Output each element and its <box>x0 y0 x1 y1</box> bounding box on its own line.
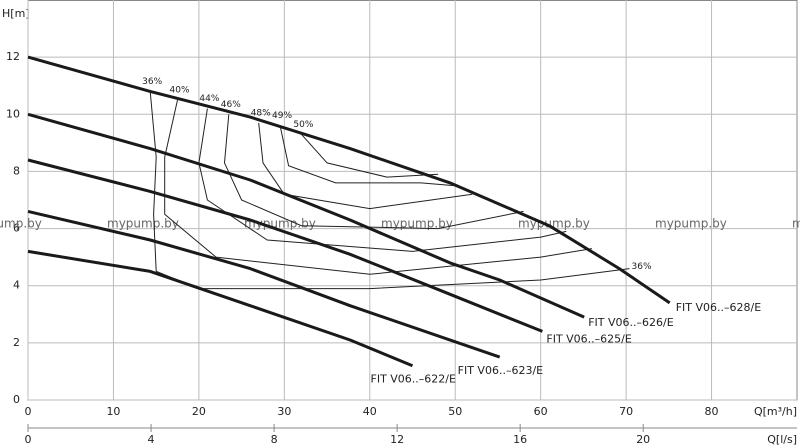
efficiency-line <box>223 114 524 230</box>
pump-curve <box>27 209 501 359</box>
x2-tick-label: 8 <box>271 433 278 446</box>
y-tick-label: 6 <box>13 222 20 235</box>
curve-label: FIT V06..–626/E <box>588 316 674 329</box>
efficiency-label: 46% <box>221 100 241 110</box>
curve-label: FIT V06..–623/E <box>458 364 544 377</box>
x2-tick-label: 12 <box>390 433 404 446</box>
y-axis-label: H[m] <box>2 7 30 20</box>
x-tick-label: 50 <box>448 405 462 418</box>
efficiency-label: 48% <box>251 108 271 118</box>
watermark: mypump.by <box>107 217 179 231</box>
curve-label: FIT V06..–625/E <box>546 332 632 345</box>
pump-curve <box>27 158 543 333</box>
efficiency-line <box>279 125 456 187</box>
pump-curve <box>27 249 414 368</box>
pump-curve <box>27 55 671 305</box>
efficiency-label: 49% <box>272 111 292 121</box>
watermark: mypump.by <box>655 217 727 231</box>
x-axis-label: Q[m³/h] <box>754 405 797 418</box>
y-tick-label: 10 <box>6 107 20 120</box>
x-tick-label: 40 <box>363 405 377 418</box>
x2-tick-label: 0 <box>25 433 32 446</box>
x-tick-label: 0 <box>25 405 32 418</box>
y-tick-label: 8 <box>13 164 20 177</box>
efficiency-label: 50% <box>293 120 313 130</box>
pump-curve <box>27 112 585 319</box>
y-tick-label: 2 <box>13 336 20 349</box>
y-tick-label: 12 <box>6 50 20 63</box>
efficiency-label: 36% <box>142 77 162 87</box>
x2-tick-label: 20 <box>636 433 650 446</box>
watermark: mypump.by <box>0 217 42 231</box>
efficiency-label: 44% <box>199 94 219 104</box>
y-tick-label: 4 <box>13 279 20 292</box>
plot-frame <box>27 0 798 401</box>
curve-label: FIT V06..–628/E <box>676 301 762 314</box>
x2-axis-label: Q[l/s] <box>767 433 797 446</box>
watermark: mypump.by <box>244 217 316 231</box>
efficiency-line <box>301 133 439 178</box>
x-tick-label: 10 <box>106 405 120 418</box>
x-tick-label: 30 <box>277 405 291 418</box>
watermark: mypump.by <box>381 217 453 231</box>
efficiency-label: 36% <box>632 262 652 272</box>
x-tick-label: 70 <box>619 405 633 418</box>
x-tick-label: 60 <box>534 405 548 418</box>
watermark: mypump.by <box>792 217 800 231</box>
y-tick-label: 0 <box>13 393 20 406</box>
x2-tick-label: 16 <box>513 433 527 446</box>
x-tick-label: 20 <box>192 405 206 418</box>
curve-label: FIT V06..–622/E <box>371 373 457 386</box>
efficiency-line <box>164 99 592 275</box>
x-tick-label: 80 <box>705 405 719 418</box>
efficiency-label: 40% <box>170 86 190 96</box>
x2-tick-label: 4 <box>148 433 155 446</box>
